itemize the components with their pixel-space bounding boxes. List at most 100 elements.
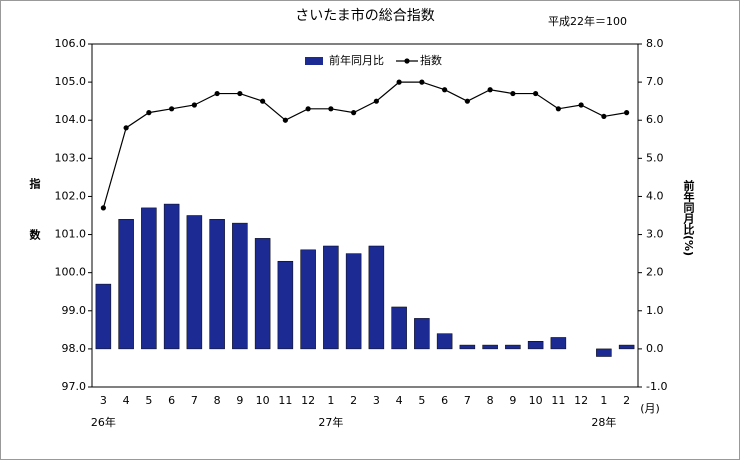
- bar: [277, 260, 294, 350]
- x-tick-label: 11: [278, 394, 292, 407]
- marker: [601, 113, 607, 120]
- marker: [282, 117, 288, 123]
- x-tick-label: 12: [301, 394, 315, 407]
- y-tick-label: 104.0: [55, 113, 87, 126]
- marker: [373, 98, 379, 104]
- y-tick-label: 105.0: [55, 75, 87, 88]
- y2-tick-label: 3.0: [646, 228, 664, 241]
- plot-area: [91, 43, 639, 388]
- y2-tick-label: 1.0: [646, 304, 664, 317]
- bar: [391, 306, 407, 350]
- x-tick-label: 4: [123, 394, 130, 407]
- x-tick-label: 11: [551, 394, 565, 407]
- x-tick-label: 7: [464, 394, 471, 407]
- bar: [596, 348, 612, 357]
- marker: [578, 102, 584, 108]
- x-tick-label: 8: [214, 394, 221, 407]
- legend-label: 指数: [420, 53, 442, 67]
- marker: [351, 110, 357, 116]
- x-group-label: 28年: [591, 415, 616, 429]
- x-tick-label: 1: [600, 394, 607, 407]
- x-tick-label: 10: [529, 394, 543, 407]
- x-tick-label: 5: [145, 394, 152, 407]
- y2-axis-label: 前年同月比(%): [682, 179, 696, 256]
- bar: [459, 344, 476, 350]
- note: 平成22年＝100: [548, 14, 627, 28]
- marker: [624, 110, 630, 116]
- bar: [436, 333, 453, 350]
- marker: [260, 98, 266, 104]
- x-tick-label: 2: [350, 394, 357, 407]
- x-tick-label: 4: [396, 394, 403, 407]
- bar: [323, 245, 339, 350]
- marker: [419, 79, 425, 85]
- bar: [414, 318, 430, 350]
- marker: [169, 106, 175, 112]
- y2-tick-label: 0.0: [646, 342, 664, 355]
- y-tick-label: 99.0: [62, 304, 87, 317]
- line: [102, 81, 627, 209]
- y2-tick-label: 6.0: [646, 113, 664, 126]
- x-tick-label: 2: [623, 394, 630, 407]
- y2-tick-label: 2.0: [646, 266, 664, 279]
- marker: [510, 90, 516, 97]
- marker: [396, 79, 402, 85]
- bar: [527, 341, 544, 350]
- y-tick-label: 102.0: [55, 189, 87, 202]
- y-axis-label: 指数: [28, 177, 41, 280]
- marker: [487, 87, 493, 93]
- y2-tick-label: 4.0: [646, 189, 664, 202]
- marker: [214, 90, 220, 97]
- x-tick-label: 5: [418, 394, 425, 407]
- x-tick-label: 12: [574, 394, 588, 407]
- marker: [237, 90, 243, 97]
- bar: [186, 215, 203, 350]
- y-tick-label: 103.0: [55, 151, 87, 164]
- x-unit: (月): [640, 402, 660, 415]
- x-tick-label: 1: [327, 394, 334, 407]
- marker: [464, 98, 470, 104]
- y-tick-label: 100.0: [55, 266, 87, 279]
- bar: [209, 219, 225, 350]
- x-group-label: 26年: [91, 415, 116, 429]
- bar: [550, 337, 567, 350]
- bar: [95, 283, 112, 350]
- y2-tick-label: 8.0: [646, 37, 664, 50]
- y-tick-label: 106.0: [55, 37, 87, 50]
- bar: [163, 203, 180, 350]
- x-tick-label: 9: [236, 394, 243, 407]
- x-tick-label: 10: [256, 394, 270, 407]
- marker: [146, 110, 152, 116]
- bar: [505, 344, 521, 350]
- legend-marker: [404, 58, 410, 64]
- y2-tick-label: 7.0: [646, 75, 664, 88]
- y2-tick-label: 5.0: [646, 151, 664, 164]
- y-tick-label: 101.0: [55, 228, 87, 241]
- bar: [300, 249, 316, 350]
- legend-label: 前年同月比: [329, 53, 384, 67]
- x-tick-label: 6: [441, 394, 448, 407]
- x-tick-label: 3: [373, 394, 380, 407]
- y-tick-label: 97.0: [62, 380, 87, 393]
- marker: [555, 106, 561, 112]
- marker: [123, 125, 129, 131]
- marker: [305, 106, 311, 112]
- marker: [533, 90, 539, 97]
- marker: [191, 102, 197, 108]
- bar: [141, 207, 157, 350]
- y2-tick-label: -1.0: [646, 380, 667, 393]
- x-tick-label: 6: [168, 394, 175, 407]
- marker: [442, 87, 448, 93]
- bar: [482, 344, 498, 350]
- bar: [254, 238, 271, 350]
- bar: [118, 219, 134, 350]
- x-tick-label: 7: [191, 394, 198, 407]
- y-tick-label: 98.0: [62, 342, 87, 355]
- x-tick-label: 3: [100, 394, 107, 407]
- marker: [328, 106, 334, 112]
- bar: [368, 245, 385, 350]
- x-tick-label: 8: [487, 394, 494, 407]
- marker: [100, 205, 106, 211]
